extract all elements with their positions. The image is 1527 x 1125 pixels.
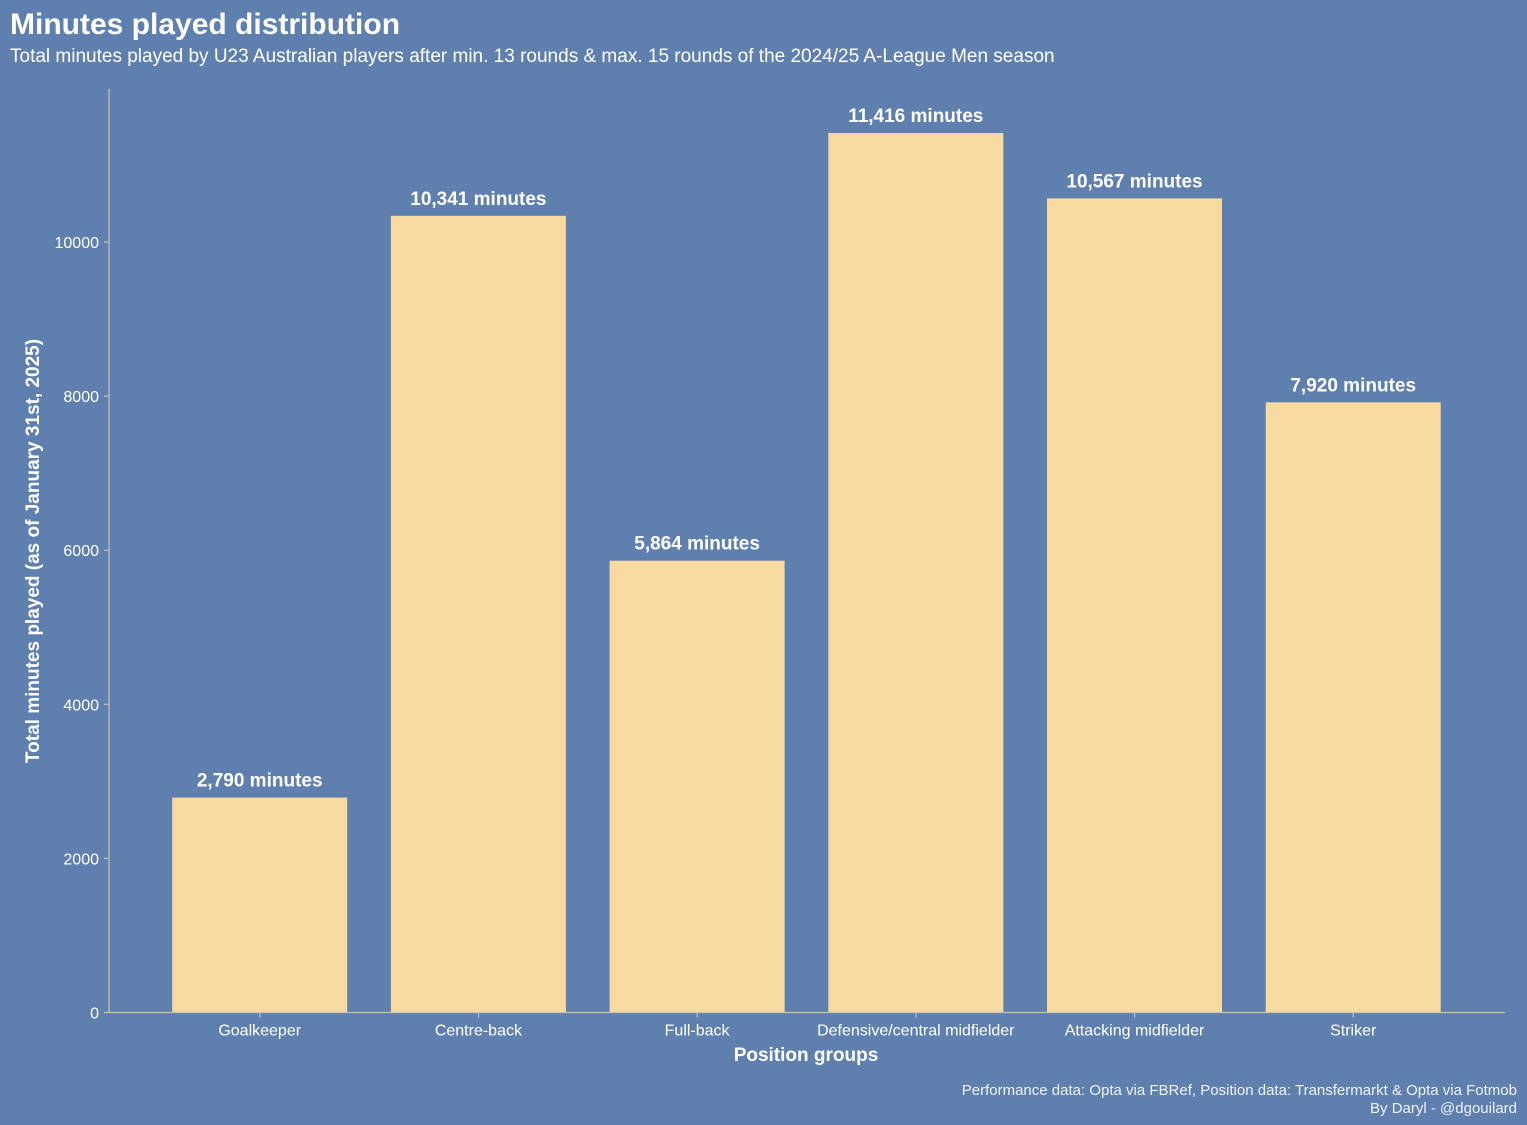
x-axis-title: Position groups: [734, 1045, 879, 1066]
chart-subtitle: Total minutes played by U23 Australian p…: [10, 46, 1055, 67]
y-axis-title: Total minutes played (as of January 31st…: [23, 339, 44, 763]
x-tick-label: Full-back: [665, 1023, 731, 1040]
caption-sources: Performance data: Opta via FBRef, Positi…: [962, 1082, 1517, 1099]
bar-value-label: 11,416 minutes: [848, 106, 983, 127]
bar-value-label: 5,864 minutes: [634, 534, 760, 555]
caption-author: By Daryl - @dgouilard: [1370, 1100, 1517, 1117]
bar-value-label: 7,920 minutes: [1290, 375, 1416, 396]
x-tick-label: Goalkeeper: [218, 1023, 301, 1040]
x-tick-label: Centre-back: [435, 1023, 523, 1040]
bar: [609, 560, 785, 1013]
bar-value-label: 2,790 minutes: [197, 771, 323, 792]
y-tick-label: 0: [90, 1006, 99, 1023]
y-tick-label: 10000: [55, 235, 100, 252]
bar-value-label: 10,567 minutes: [1066, 171, 1202, 192]
y-tick-label: 6000: [63, 543, 99, 560]
bar: [172, 797, 348, 1013]
bar-value-label: 10,341 minutes: [410, 189, 546, 210]
y-tick-label: 4000: [63, 697, 99, 714]
plot-area: 0 2000 4000 6000 8000 10000 2,790 minutes Goalk…: [55, 106, 1441, 1040]
chart-title: Minutes played distribution: [10, 8, 400, 41]
x-tick-label: Striker: [1330, 1023, 1377, 1040]
x-tick-label: Defensive/central midfielder: [817, 1023, 1015, 1040]
bar: [390, 215, 566, 1013]
x-tick-label: Attacking midfielder: [1065, 1023, 1205, 1040]
y-tick-label: 8000: [63, 389, 99, 406]
bar: [1265, 402, 1441, 1013]
bar: [828, 132, 1004, 1013]
bar: [1047, 198, 1222, 1013]
y-tick-label: 2000: [63, 851, 99, 868]
